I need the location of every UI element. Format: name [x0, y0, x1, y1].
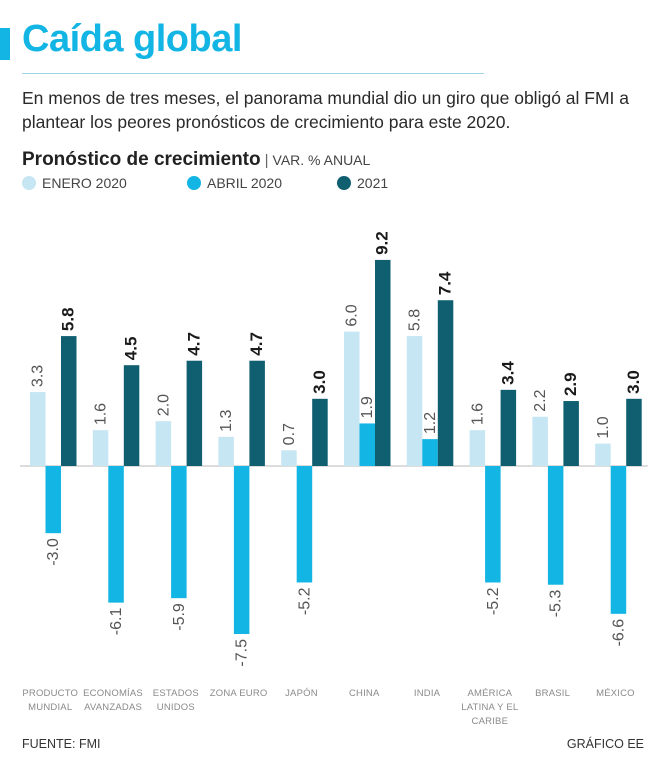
- value-label: 0.7: [281, 423, 298, 445]
- bar-abril-2020: [108, 466, 124, 603]
- bar-enero-2020: [595, 443, 611, 466]
- value-label: 4.7: [247, 332, 266, 356]
- graphic-credit: GRÁFICO EE: [566, 737, 644, 751]
- value-label: 2.2: [532, 389, 549, 411]
- bar-enero-2020: [218, 436, 234, 466]
- category-label: INDIA: [414, 688, 441, 699]
- page-title: Caída global: [22, 18, 242, 60]
- value-label: 1.3: [218, 410, 235, 432]
- value-label: -5.2: [296, 587, 313, 615]
- legend-label: ABRIL 2020: [207, 175, 282, 191]
- legend-swatch: [337, 176, 351, 190]
- bar-abril-2020: [547, 466, 564, 585]
- bar-2021: [563, 401, 579, 466]
- bar-abril-2020: [610, 466, 627, 614]
- chart-title-separator: |: [264, 152, 269, 169]
- value-label: 6.0: [344, 304, 361, 326]
- category-label: AMÉRICA: [468, 688, 513, 699]
- bar-2021: [186, 360, 203, 466]
- bar-abril-2020: [296, 466, 313, 583]
- bar-2021: [249, 360, 265, 466]
- value-label: -6.1: [108, 608, 125, 636]
- value-label: 1.9: [359, 396, 376, 418]
- bar-2021: [123, 365, 140, 466]
- value-label: -5.3: [548, 590, 565, 618]
- bar-enero-2020: [344, 331, 360, 466]
- legend-item-2021: 2021: [337, 175, 388, 191]
- value-label: 5.8: [407, 309, 424, 331]
- value-label: -5.2: [485, 587, 502, 615]
- value-label: 7.4: [436, 271, 455, 295]
- category-label: LATINA Y EL: [461, 702, 518, 713]
- category-label: PRODUCTO: [22, 688, 78, 699]
- bar-abril-2020: [485, 466, 501, 583]
- value-label: -3.0: [45, 538, 62, 566]
- title-divider: [22, 73, 484, 74]
- category-label: JAPÓN: [285, 688, 318, 699]
- category-label: CHINA: [349, 688, 380, 699]
- value-label: 3.3: [30, 365, 47, 387]
- value-label: 1.6: [93, 403, 110, 425]
- legend-item-enero-2020: ENERO 2020: [22, 175, 127, 191]
- value-label: 2.0: [155, 394, 172, 416]
- category-label: BRASIL: [535, 688, 570, 699]
- value-label: -7.5: [234, 639, 251, 667]
- value-label: 1.0: [595, 416, 612, 438]
- chart-legend: ENERO 2020 ABRIL 2020 2021: [22, 175, 622, 197]
- bar-enero-2020: [30, 392, 46, 466]
- category-label: UNIDOS: [157, 702, 195, 713]
- bar-2021: [312, 398, 328, 466]
- bar-enero-2020: [92, 430, 109, 466]
- value-label: -5.9: [171, 603, 188, 631]
- chart-header: Pronóstico de crecimiento | VAR. % ANUAL: [22, 149, 370, 171]
- category-label: ZONA EURO: [210, 688, 268, 699]
- bar-2021: [626, 398, 642, 466]
- bar-enero-2020: [406, 336, 423, 466]
- category-label: ECONOMÍAS: [83, 688, 143, 699]
- bar-2021: [375, 259, 391, 466]
- title-accent-bar: [0, 28, 10, 60]
- value-label: 4.7: [184, 332, 203, 356]
- source-note: FUENTE: FMI: [22, 737, 101, 751]
- category-label: AVANZADAS: [84, 702, 142, 713]
- bar-abril-2020: [171, 466, 187, 599]
- value-label: 3.0: [624, 370, 643, 394]
- category-label: CARIBE: [472, 716, 509, 727]
- category-label: MUNDIAL: [28, 702, 72, 713]
- bar-abril-2020: [422, 439, 438, 466]
- bar-abril-2020: [233, 466, 250, 634]
- value-label: 9.2: [373, 231, 392, 255]
- legend-label: ENERO 2020: [42, 175, 127, 191]
- legend-swatch: [187, 176, 201, 190]
- value-label: 4.5: [122, 337, 141, 361]
- chart-title: Pronóstico de crecimiento: [22, 149, 261, 170]
- bar-enero-2020: [155, 421, 172, 466]
- bar-2021: [61, 336, 77, 466]
- bar-2021: [500, 389, 517, 466]
- bar-abril-2020: [359, 423, 375, 466]
- bar-enero-2020: [281, 450, 297, 466]
- legend-label: 2021: [357, 175, 389, 191]
- bar-abril-2020: [45, 466, 61, 534]
- value-label: 3.4: [498, 361, 517, 385]
- value-label: 5.8: [59, 307, 78, 331]
- bar-enero-2020: [532, 416, 548, 466]
- value-label: 1.6: [469, 403, 486, 425]
- category-label: ESTADOS: [153, 688, 199, 699]
- value-label: -6.6: [610, 619, 627, 647]
- legend-item-abril-2020: ABRIL 2020: [187, 175, 282, 191]
- value-label: 1.2: [422, 412, 439, 434]
- value-label: 3.0: [310, 370, 329, 394]
- page-subtitle: En menos de tres meses, el panorama mund…: [22, 88, 629, 132]
- category-label: MÉXICO: [596, 688, 635, 699]
- chart-unit: VAR. % ANUAL: [272, 152, 371, 168]
- legend-swatch: [22, 176, 36, 190]
- bar-enero-2020: [469, 430, 486, 466]
- value-label: 2.9: [561, 372, 580, 396]
- bar-2021: [437, 300, 454, 466]
